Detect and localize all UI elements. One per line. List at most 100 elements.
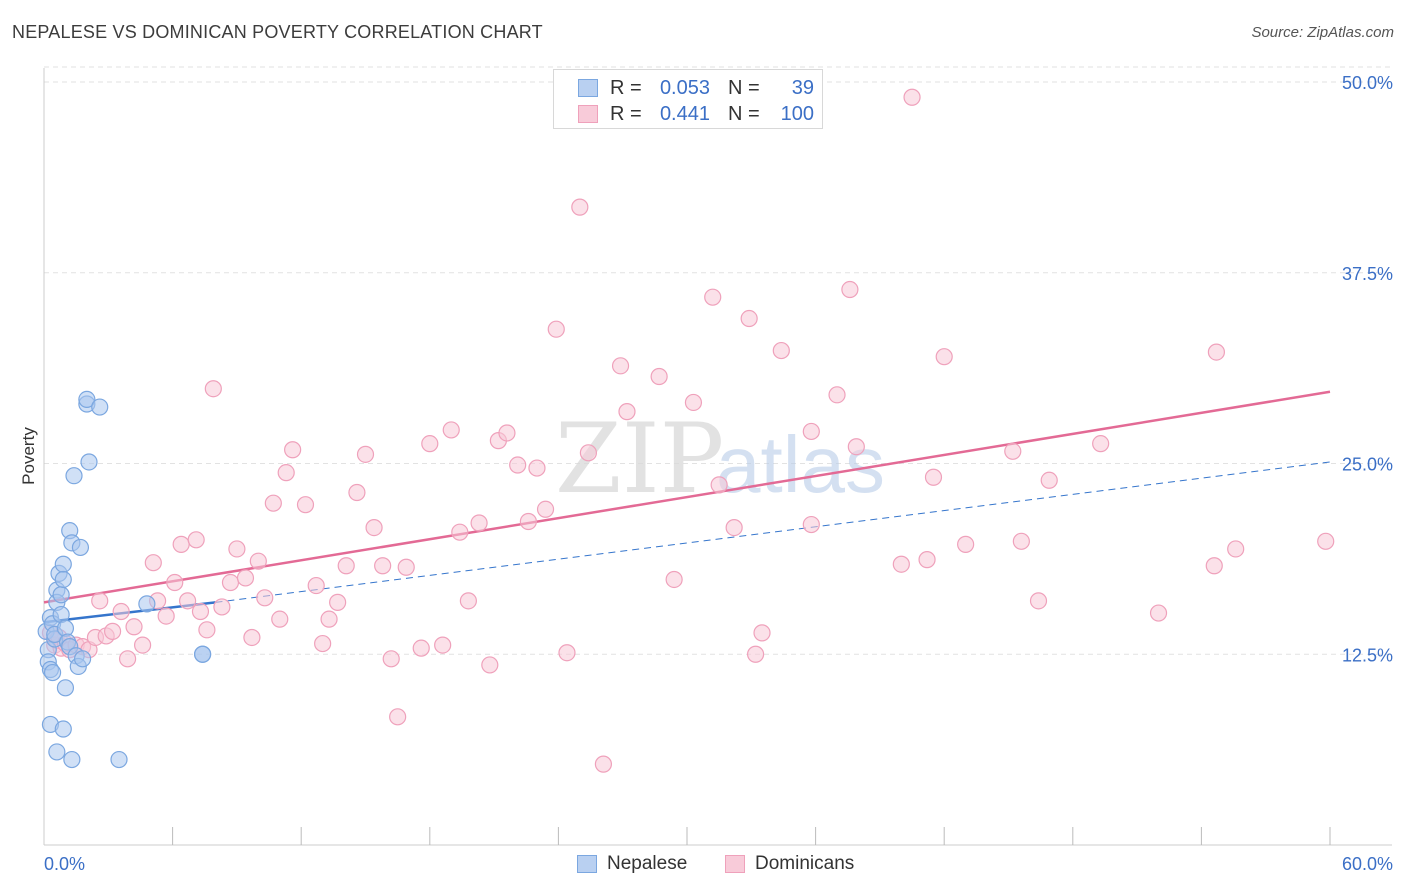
axes: [43, 68, 1392, 846]
data-point-dominicans: [918, 551, 936, 569]
data-point-dominicans: [434, 636, 452, 654]
legend-row-dominicans: R = 0.441 N = 100: [578, 102, 814, 126]
data-point-dominicans: [957, 535, 975, 553]
data-point-dominicans: [166, 573, 184, 592]
data-point-dominicans: [1149, 604, 1168, 622]
data-point-dominicans: [382, 650, 400, 668]
data-point-dominicans: [296, 496, 315, 514]
gridlines: [44, 66, 1392, 655]
data-point-dominicans: [337, 557, 355, 575]
dominicans-legend-label: Dominicans: [755, 853, 855, 874]
data-point-dominicans: [125, 618, 143, 636]
data-point-nepalese: [43, 663, 62, 682]
data-point-nepalese: [138, 595, 156, 613]
data-point-nepalese: [110, 750, 128, 769]
data-point-nepalese: [73, 650, 92, 668]
x-tick-label: 60.0%: [1342, 854, 1393, 874]
watermark-atlas: atlas: [716, 420, 885, 509]
data-point-dominicans: [198, 621, 216, 639]
r-value: 0.441: [659, 102, 710, 125]
data-point-nepalese: [56, 679, 75, 697]
data-point-dominicans: [459, 592, 477, 610]
data-point-dominicans: [924, 468, 943, 486]
data-point-dominicans: [329, 593, 347, 611]
data-point-dominicans: [470, 514, 488, 532]
n-value: 100: [780, 102, 814, 125]
y-tick-label: 12.5%: [1342, 645, 1393, 665]
y-tick-label: 25.0%: [1342, 455, 1393, 475]
data-point-dominicans: [179, 592, 197, 610]
data-point-dominicans: [243, 628, 261, 647]
data-point-dominicans: [213, 598, 231, 616]
nepalese-legend-swatch: [577, 855, 597, 873]
r-label: R =: [610, 102, 642, 125]
data-point-dominicans: [710, 476, 728, 494]
data-point-dominicans: [187, 531, 205, 549]
data-point-dominicans: [528, 459, 546, 477]
data-point-dominicans: [1207, 343, 1226, 361]
data-point-dominicans: [103, 622, 122, 640]
data-point-dominicans: [935, 348, 953, 366]
data-point-dominicans: [284, 441, 302, 459]
dominicans-swatch: [578, 105, 598, 123]
data-point-dominicans: [228, 540, 246, 558]
data-point-nepalese: [48, 743, 66, 761]
data-point-dominicans: [1227, 540, 1245, 558]
data-point-dominicans: [118, 650, 137, 668]
data-point-dominicans: [772, 341, 790, 360]
data-point-dominicans: [558, 644, 576, 662]
data-point-dominicans: [256, 589, 274, 607]
legend-row-nepalese: R = 0.053 N = 39: [578, 76, 814, 100]
data-point-dominicans: [157, 607, 175, 625]
series-legend-nepalese: Nepalese: [577, 852, 687, 876]
r-label: R =: [610, 76, 642, 99]
watermark: ZIP atlas: [555, 403, 885, 515]
data-point-dominicans: [650, 367, 668, 386]
data-point-dominicans: [618, 403, 636, 421]
data-point-nepalese: [78, 390, 96, 409]
chart-title: NEPALESE VS DOMINICAN POVERTY CORRELATIO…: [12, 22, 543, 42]
data-point-dominicans: [611, 357, 630, 375]
data-point-dominicans: [665, 570, 683, 589]
data-point-dominicans: [828, 386, 846, 404]
data-point-dominicans: [594, 755, 613, 773]
data-point-nepalese: [65, 467, 83, 485]
y-tick-label: 37.5%: [1342, 264, 1393, 284]
n-label: N =: [728, 76, 760, 99]
data-point-dominicans: [1092, 435, 1110, 453]
data-points: [37, 88, 1335, 773]
data-point-dominicans: [112, 602, 130, 621]
y-tick-label: 50.0%: [1342, 73, 1393, 93]
data-point-dominicans: [442, 421, 460, 439]
data-point-dominicans: [1004, 442, 1022, 460]
data-point-dominicans: [519, 512, 537, 531]
data-point-dominicans: [841, 280, 859, 299]
data-point-dominicans: [1012, 532, 1030, 550]
data-point-dominicans: [802, 515, 820, 534]
data-point-dominicans: [571, 198, 589, 216]
nepalese-legend-label: Nepalese: [607, 853, 688, 874]
data-point-dominicans: [249, 552, 267, 570]
series-nepalese: [37, 390, 212, 769]
data-point-dominicans: [356, 445, 375, 463]
data-point-dominicans: [374, 557, 392, 575]
trend-line-dashed-nepalese: [215, 461, 1331, 603]
data-point-nepalese: [54, 555, 72, 573]
data-point-dominicans: [314, 634, 332, 653]
y-axis-label: Poverty: [19, 427, 38, 485]
data-point-nepalese: [194, 645, 212, 663]
data-point-dominicans: [892, 555, 910, 573]
data-point-nepalese: [63, 750, 81, 769]
data-point-dominicans: [421, 435, 439, 453]
data-point-dominicans: [547, 320, 565, 338]
data-point-dominicans: [412, 639, 430, 657]
data-point-dominicans: [509, 456, 527, 474]
data-point-dominicans: [91, 592, 109, 610]
n-value: 39: [791, 76, 814, 99]
data-point-dominicans: [277, 464, 295, 482]
data-point-dominicans: [307, 576, 325, 595]
data-point-dominicans: [498, 424, 516, 442]
data-point-nepalese: [71, 538, 90, 557]
data-point-dominicans: [753, 624, 771, 642]
